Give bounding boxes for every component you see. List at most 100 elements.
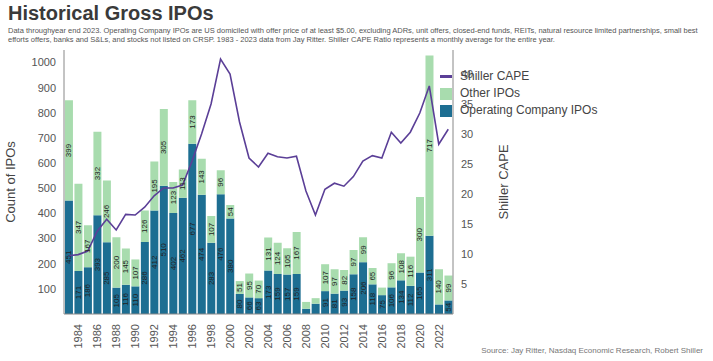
- svg-text:107: 107: [131, 266, 140, 280]
- svg-text:300: 300: [415, 228, 424, 242]
- svg-text:30: 30: [461, 128, 473, 140]
- svg-text:173: 173: [188, 115, 197, 129]
- svg-text:15: 15: [461, 218, 473, 230]
- svg-text:35: 35: [461, 98, 473, 110]
- svg-text:2010: 2010: [319, 324, 331, 348]
- svg-text:93: 93: [340, 297, 349, 306]
- svg-text:246: 246: [102, 204, 111, 218]
- svg-text:100: 100: [38, 283, 56, 295]
- svg-text:118: 118: [368, 292, 377, 305]
- svg-text:165: 165: [415, 286, 424, 300]
- svg-text:173: 173: [264, 285, 273, 299]
- svg-text:105: 105: [112, 294, 121, 308]
- svg-text:200: 200: [112, 255, 121, 269]
- svg-text:1984: 1984: [72, 324, 84, 348]
- svg-text:Count of IPOs: Count of IPOs: [8, 141, 18, 223]
- svg-text:70: 70: [254, 284, 263, 293]
- svg-text:95: 95: [245, 280, 254, 289]
- svg-text:200: 200: [38, 258, 56, 270]
- svg-text:2000: 2000: [224, 324, 236, 348]
- svg-text:500: 500: [38, 182, 56, 194]
- svg-text:126: 126: [140, 219, 149, 233]
- svg-text:510: 510: [159, 243, 168, 257]
- svg-text:158: 158: [349, 287, 358, 301]
- svg-text:97: 97: [349, 257, 358, 266]
- svg-text:91: 91: [321, 298, 330, 307]
- svg-text:380: 380: [226, 259, 235, 273]
- svg-text:1986: 1986: [91, 324, 103, 348]
- svg-text:462: 462: [178, 249, 187, 263]
- svg-text:167: 167: [292, 246, 301, 260]
- svg-text:900: 900: [38, 82, 56, 94]
- svg-text:105: 105: [283, 254, 292, 268]
- svg-text:140: 140: [434, 280, 443, 294]
- svg-text:2018: 2018: [395, 324, 407, 348]
- svg-text:10: 10: [461, 248, 473, 260]
- svg-text:1994: 1994: [167, 324, 179, 348]
- svg-text:2006: 2006: [281, 324, 293, 348]
- svg-text:2012: 2012: [338, 324, 350, 348]
- svg-text:2002: 2002: [243, 324, 255, 348]
- svg-text:2020: 2020: [414, 324, 426, 348]
- svg-text:51: 51: [235, 282, 244, 291]
- svg-text:2014: 2014: [357, 324, 369, 348]
- svg-text:2016: 2016: [376, 324, 388, 348]
- svg-text:476: 476: [216, 247, 225, 261]
- svg-text:1996: 1996: [186, 324, 198, 348]
- svg-text:106: 106: [387, 293, 396, 307]
- svg-text:2008: 2008: [300, 324, 312, 348]
- svg-text:393: 393: [93, 257, 102, 271]
- svg-text:54: 54: [444, 302, 453, 311]
- svg-text:474: 474: [197, 247, 206, 261]
- svg-text:Shiller CAPE: Shiller CAPE: [496, 144, 511, 219]
- svg-text:20: 20: [461, 188, 473, 200]
- svg-text:412: 412: [150, 255, 159, 269]
- svg-text:66: 66: [245, 301, 254, 310]
- svg-text:157: 157: [283, 287, 292, 301]
- svg-text:112: 112: [406, 293, 415, 306]
- svg-text:206: 206: [359, 281, 368, 295]
- svg-text:145: 145: [121, 259, 130, 273]
- svg-text:399: 399: [64, 143, 73, 157]
- svg-text:1990: 1990: [129, 324, 141, 348]
- svg-text:96: 96: [216, 177, 225, 186]
- svg-text:159: 159: [273, 287, 282, 301]
- svg-text:143: 143: [197, 170, 206, 184]
- svg-text:110: 110: [131, 293, 140, 306]
- svg-text:63: 63: [254, 301, 263, 310]
- svg-text:75: 75: [378, 300, 387, 309]
- svg-text:167: 167: [83, 239, 92, 253]
- svg-text:97: 97: [330, 276, 339, 285]
- svg-text:2022: 2022: [433, 324, 445, 348]
- svg-text:285: 285: [102, 271, 111, 285]
- svg-text:108: 108: [397, 260, 406, 274]
- svg-text:195: 195: [150, 179, 159, 193]
- svg-text:131: 131: [264, 247, 273, 261]
- svg-text:286: 286: [140, 271, 149, 285]
- svg-text:311: 311: [425, 268, 434, 281]
- svg-text:1998: 1998: [205, 324, 217, 348]
- svg-text:159: 159: [292, 287, 301, 301]
- svg-text:402: 402: [169, 256, 178, 270]
- svg-text:300: 300: [38, 232, 56, 244]
- svg-text:82: 82: [340, 275, 349, 284]
- svg-text:451: 451: [64, 250, 73, 264]
- svg-text:116: 116: [121, 292, 130, 305]
- svg-text:2004: 2004: [262, 324, 274, 348]
- svg-text:800: 800: [38, 107, 56, 119]
- svg-text:116: 116: [406, 264, 415, 277]
- svg-text:123: 123: [169, 190, 178, 204]
- svg-text:99: 99: [444, 283, 453, 292]
- svg-text:283: 283: [207, 271, 216, 285]
- svg-text:5: 5: [461, 278, 467, 290]
- svg-text:113: 113: [178, 177, 187, 190]
- svg-text:332: 332: [93, 166, 102, 180]
- svg-text:347: 347: [74, 220, 83, 234]
- svg-text:40: 40: [461, 68, 473, 80]
- svg-text:1992: 1992: [148, 324, 160, 348]
- svg-text:25: 25: [461, 158, 473, 170]
- svg-text:305: 305: [159, 140, 168, 154]
- svg-text:717: 717: [425, 138, 434, 152]
- svg-text:186: 186: [83, 283, 92, 297]
- svg-text:81: 81: [330, 299, 339, 308]
